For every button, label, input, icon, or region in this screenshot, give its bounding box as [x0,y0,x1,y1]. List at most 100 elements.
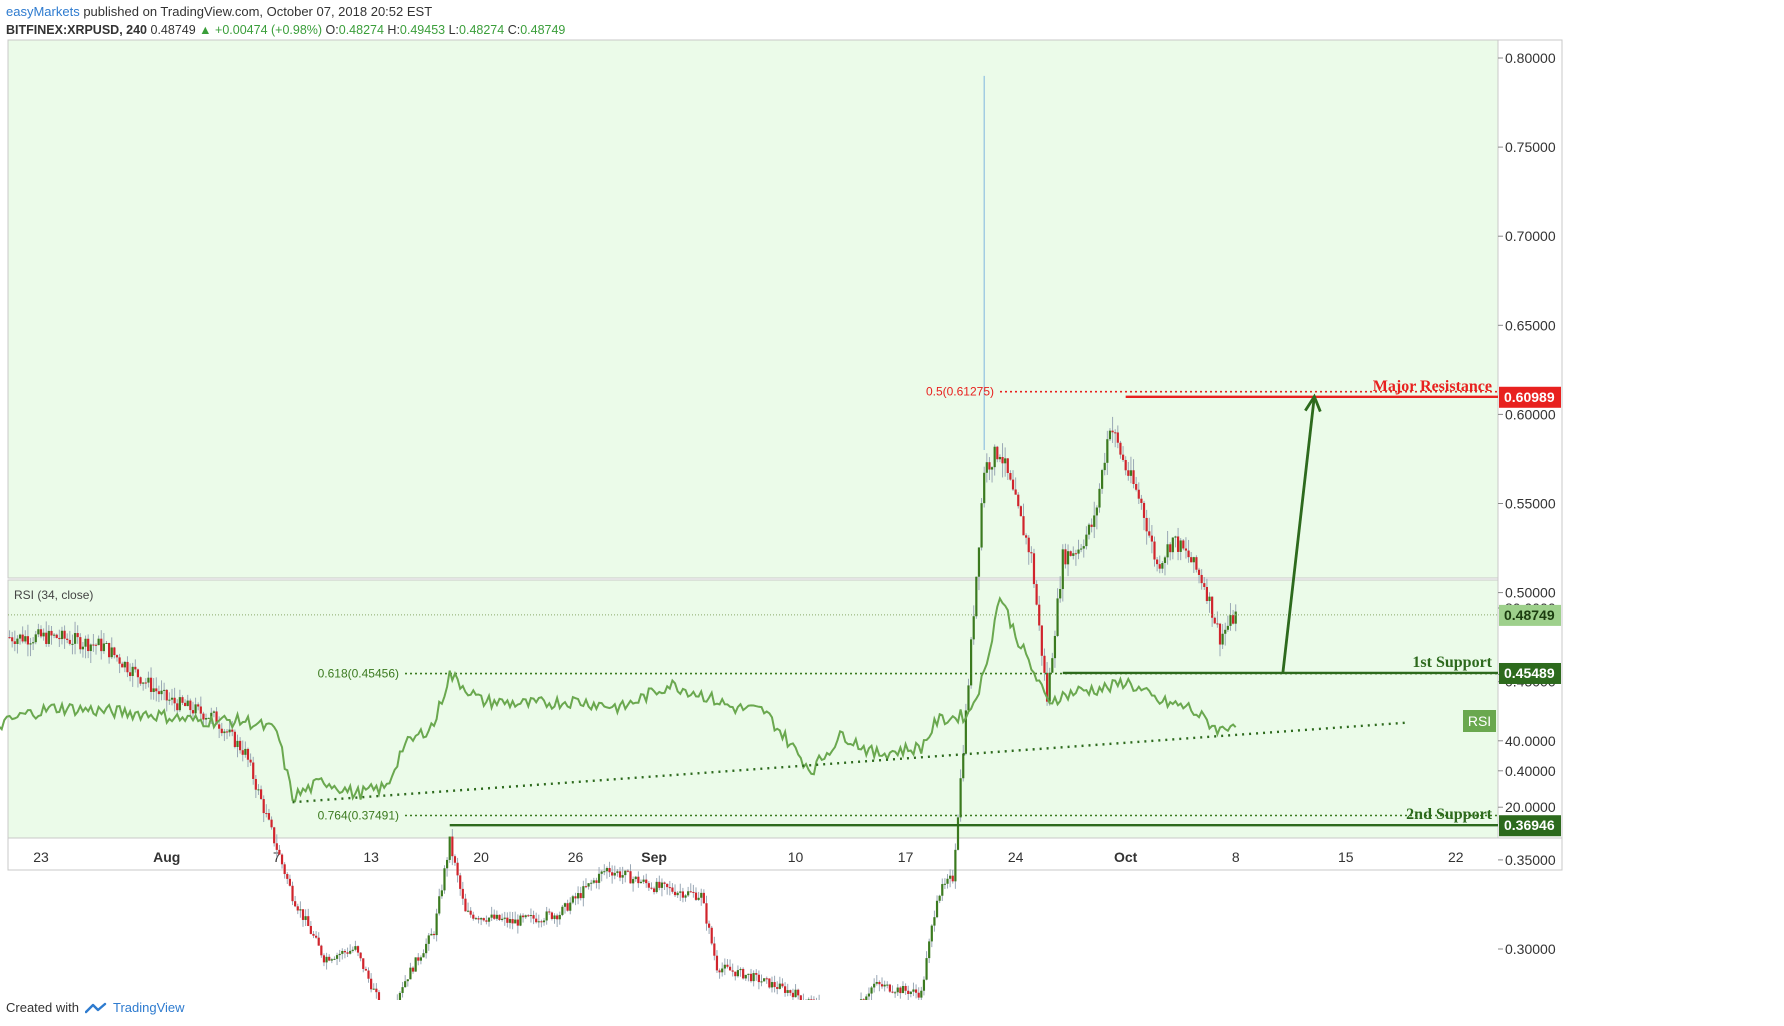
price-tick-label: 0.75000 [1505,139,1556,155]
candle-body [1127,470,1130,476]
candle-body [888,984,891,992]
candle-body [773,982,776,988]
candle-body [459,875,462,889]
candle-body [453,856,457,863]
candle-body [1108,430,1112,440]
candle-body [1234,611,1237,624]
candle-body [1004,458,1007,464]
candle-body [288,878,291,886]
target-arrow-head [1304,393,1322,413]
candle-body [700,892,703,898]
candle-body [181,697,184,703]
tradingview-link[interactable]: TradingView [112,1000,185,1015]
candle-body [511,919,514,924]
candle-body [456,862,459,876]
candle-body [461,888,464,899]
candle-body [637,876,640,884]
candle-body [1166,544,1169,558]
rsi-pane [7,579,1499,839]
candle-body [760,981,763,983]
candle-body [126,661,129,673]
candle-body [904,985,907,991]
candle-body [113,647,116,656]
candle-body [480,918,483,920]
candle-body [548,911,551,913]
candle-body [341,950,344,954]
candle-body [778,983,781,989]
candle-body [118,657,121,664]
candle-body [1137,489,1140,499]
publisher-name[interactable]: easyMarkets [6,4,80,19]
candle-body [170,697,174,700]
candle-body [1009,473,1012,480]
candle-body [1124,459,1127,471]
candle-body [464,898,467,912]
candle-body [398,992,402,1000]
price-axis [1497,39,1563,839]
candle-body [1195,557,1198,570]
candle-body [1059,589,1062,599]
candle-body [721,968,724,973]
price-tick-label: 0.35000 [1505,852,1556,868]
candle-body [1061,549,1064,590]
candle-body [935,900,939,918]
candle-body [996,446,999,460]
candle-body [519,915,522,926]
candle-body [899,987,902,994]
candle-body [878,981,881,985]
candle-body [658,881,661,888]
candle-body [697,897,700,900]
candle-body [1072,553,1075,556]
candle-body [870,987,873,994]
candle-body [1030,552,1033,554]
candle-body [55,634,58,638]
candle-body [68,639,71,644]
time-tick-label: 23 [33,849,49,865]
candle-body [202,713,205,720]
level-name: 2nd Support [1406,806,1492,823]
time-tick-label: 10 [788,849,804,865]
candle-body [482,918,485,921]
candle-body [907,990,910,994]
price-tick-label: 0.55000 [1505,496,1556,512]
candle-body [16,638,19,644]
candle-body [257,789,260,791]
candle-body [797,989,800,996]
candle-body [1148,531,1151,536]
candle-body [351,949,354,951]
candle-body [66,638,69,640]
candle-body [32,642,35,644]
candle-body [998,456,1002,460]
candle-body [1119,442,1122,455]
candle-body [186,700,189,707]
candle-body [362,958,365,969]
candle-body [894,992,897,994]
candle-body [542,920,546,923]
time-tick-label: 22 [1448,849,1464,865]
candle-body [524,915,527,918]
candle-body [236,740,239,748]
rsi-tick-label: 20.0000 [1505,799,1556,815]
candle-body [718,970,721,973]
candle-body [663,882,666,884]
candle-body [692,891,695,893]
candle-body [626,870,629,872]
candle-body [422,953,425,958]
candle-body [859,999,863,1000]
candle-body [1043,655,1046,673]
candle-body [1176,536,1180,552]
candle-body [435,913,438,936]
candle-body [577,893,580,899]
last-price-badge [1499,604,1561,626]
price-pane [7,39,1499,579]
time-tick-label: 8 [1232,849,1240,865]
candle-body [1190,557,1193,563]
candle-body [710,927,713,944]
price-and-rsi-chart[interactable]: 0.80000 0.75000 0.70000 0.65000 0.60000 0.550… [0,0,1784,1000]
candle-body [375,988,378,993]
candle-body [959,778,962,818]
candle-body [715,955,719,971]
candle-body [736,970,740,977]
candle-body [1203,583,1206,587]
high-label: H: [387,23,400,37]
